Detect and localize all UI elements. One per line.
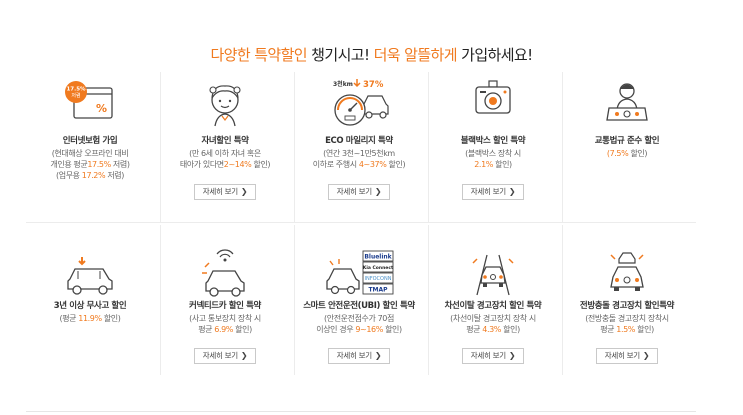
card-internet-insurance: % 17.5% 저렴 인터넷보험 가입 (현대해상 오프라인 대비 개인용 평균… xyxy=(26,72,154,222)
card-title: 자녀할인 특약 xyxy=(201,136,249,146)
chevron-right-icon: ❯ xyxy=(240,187,248,196)
card-title: 전방충돌 경고장치 할인특약 xyxy=(579,301,675,311)
no-accident-car-icon xyxy=(26,229,154,295)
svg-text:INFOCONN: INFOCONN xyxy=(365,276,392,282)
card-title: ECO 마일리지 특약 xyxy=(325,136,393,146)
card-connected-car: 커넥티드카 할인 특약 (사고 통보장치 장착 시 평균 6.9% 할인) 자세… xyxy=(160,225,289,375)
card-description: (차선이탈 경고장치 장착 시 평균 4.3% 할인) xyxy=(450,314,536,334)
connected-car-icon xyxy=(161,229,289,297)
chevron-right-icon: ❯ xyxy=(508,187,516,196)
card-title: 스마트 안전운전(UBI) 할인 특약 xyxy=(303,301,415,311)
card-description: (평균 11.9% 할인) xyxy=(59,314,121,323)
card-description: (사고 통보장치 장착 시 평균 6.9% 할인) xyxy=(189,314,261,334)
card-description: (전방충돌 경고장치 장착시 평균 1.5% 할인) xyxy=(585,314,669,334)
headline-text-1: 챙기시고! xyxy=(307,46,374,64)
card-ubi-safe-driving: Bluelink Kia Connect INFOCONN TMAP 스마트 안… xyxy=(294,225,423,375)
internet-discount-badge-icon: % 17.5% 저렴 xyxy=(26,76,154,132)
svg-text:TMAP: TMAP xyxy=(368,287,388,294)
card-dashcam: 블랙박스 할인 특약 (블랙박스 장착 시 2.1% 할인) 자세히 보기 ❯ xyxy=(428,72,557,222)
card-title: 블랙박스 할인 특약 xyxy=(460,136,526,146)
card-title: 커넥티드카 할인 특약 xyxy=(189,301,261,311)
chevron-right-icon: ❯ xyxy=(240,351,248,360)
svg-text:Kia Connect: Kia Connect xyxy=(363,265,394,271)
card-description: (7.5% 할인) xyxy=(606,149,648,158)
card-description: (안전운전점수가 70점 이상인 경우 9~16% 할인) xyxy=(316,314,402,334)
chevron-right-icon: ❯ xyxy=(642,351,650,360)
card-description: (만 6세 이하 자녀 혹은 태아가 있다면2~14% 할인) xyxy=(179,149,271,169)
eco-mileage-car-icon: 3천km 37% xyxy=(295,76,423,132)
headline-highlight-2: 더욱 알뜰하게 xyxy=(373,46,458,64)
svg-text:%: % xyxy=(96,102,107,115)
child-icon xyxy=(161,76,289,132)
card-child-discount: 자녀할인 특약 (만 6세 이하 자녀 혹은 태아가 있다면2~14% 할인) … xyxy=(160,72,289,222)
details-button-connected[interactable]: 자세히 보기 ❯ xyxy=(194,348,256,364)
svg-text:17.5%: 17.5% xyxy=(66,87,86,93)
card-no-accident: 3년 이상 무사고 할인 (평균 11.9% 할인) xyxy=(26,225,154,375)
card-description: (현대해상 오프라인 대비 개인용 평균17.5% 저렴) (업무용 17.2%… xyxy=(50,149,130,180)
card-eco-mileage: 3천km 37% ECO 마일리지 특약 (연간 3천~1만5천km 이하로 주… xyxy=(294,72,423,222)
headline-text-2: 가입하세요! xyxy=(456,46,533,64)
card-description: (연간 3천~1만5천km 이하로 주행시 4~37% 할인) xyxy=(312,149,406,169)
card-forward-collision: 전방충돌 경고장치 할인특약 (전방충돌 경고장치 장착시 평균 1.5% 할인… xyxy=(562,225,691,375)
page-headline: 다양한 특약할인 챙기시고! 더욱 알뜰하게 가입하세요! xyxy=(0,44,743,65)
chevron-right-icon: ❯ xyxy=(374,187,382,196)
discount-grid: % 17.5% 저렴 인터넷보험 가입 (현대해상 오프라인 대비 개인용 평균… xyxy=(26,72,696,375)
section-divider xyxy=(26,411,696,412)
dashcam-icon xyxy=(429,76,557,132)
discount-row-1: % 17.5% 저렴 인터넷보험 가입 (현대해상 오프라인 대비 개인용 평균… xyxy=(26,72,696,223)
chevron-right-icon: ❯ xyxy=(374,351,382,360)
card-description: (블랙박스 장착 시 2.1% 할인) xyxy=(465,149,521,169)
safe-driving-ubi-icon: Bluelink Kia Connect INFOCONN TMAP xyxy=(295,229,423,295)
traffic-law-driver-icon xyxy=(563,76,691,132)
details-button-child[interactable]: 자세히 보기 ❯ xyxy=(194,184,256,200)
details-button-ubi[interactable]: 자세히 보기 ❯ xyxy=(328,348,390,364)
forward-collision-warning-icon xyxy=(563,229,691,291)
card-title: 인터넷보험 가입 xyxy=(62,136,118,146)
headline-highlight-1: 다양한 특약할인 xyxy=(210,46,308,64)
svg-text:Bluelink: Bluelink xyxy=(364,254,392,261)
lane-departure-warning-icon xyxy=(429,229,557,296)
chevron-right-icon: ❯ xyxy=(508,351,516,360)
details-button-dashcam[interactable]: 자세히 보기 ❯ xyxy=(462,184,524,200)
details-button-lane[interactable]: 자세히 보기 ❯ xyxy=(462,348,524,364)
card-title: 3년 이상 무사고 할인 xyxy=(53,301,127,311)
svg-text:저렴: 저렴 xyxy=(71,92,80,99)
card-title: 차선이탈 경고장치 할인 특약 xyxy=(444,301,542,311)
card-title: 교통법규 준수 할인 xyxy=(594,136,660,146)
svg-text:37%: 37% xyxy=(363,80,384,90)
details-button-eco[interactable]: 자세히 보기 ❯ xyxy=(328,184,390,200)
card-lane-departure: 차선이탈 경고장치 할인 특약 (차선이탈 경고장치 장착 시 평균 4.3% … xyxy=(428,225,557,375)
svg-text:3천km: 3천km xyxy=(333,80,353,88)
card-traffic-law: 교통법규 준수 할인 (7.5% 할인) xyxy=(562,72,691,222)
details-button-forward[interactable]: 자세히 보기 ❯ xyxy=(596,348,658,364)
discount-row-2: 3년 이상 무사고 할인 (평균 11.9% 할인) 커넥티드카 할인 특약 xyxy=(26,225,696,375)
